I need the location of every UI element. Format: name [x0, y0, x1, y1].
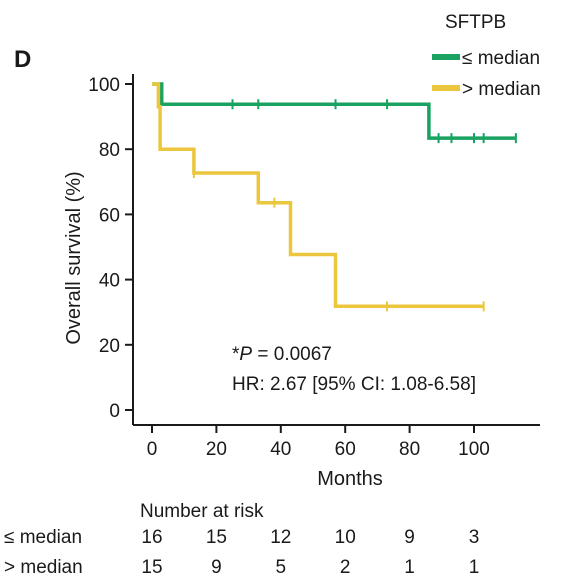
risk-count: 9	[404, 527, 415, 548]
y-ticks: 0 20 40 60 80 100	[88, 75, 133, 422]
risk-row-label-le-median: ≤ median	[4, 527, 82, 548]
y-tick-label: 0	[109, 401, 120, 422]
p-value-annotation: *P = 0.0067	[232, 344, 332, 365]
risk-table: Number at risk ≤ median > median 16 15 12 1…	[4, 501, 479, 578]
risk-count: 1	[404, 557, 415, 578]
risk-counts: 16 15 12 10 9 3 15 9 5 2 1 1	[141, 527, 479, 578]
risk-count: 2	[340, 557, 351, 578]
x-tick-label: 100	[458, 439, 490, 460]
series-gt-median	[152, 82, 485, 312]
risk-count: 5	[276, 557, 287, 578]
p-value-text: = 0.0067	[252, 344, 332, 365]
p-star: *	[232, 344, 240, 365]
legend-label-gt-median: > median	[462, 79, 541, 100]
risk-count: 10	[335, 527, 356, 548]
risk-count: 15	[141, 557, 162, 578]
x-tick-label: 80	[399, 439, 420, 460]
risk-row-label-gt-median: > median	[4, 557, 83, 578]
x-tick-label: 20	[206, 439, 227, 460]
risk-count: 16	[141, 527, 162, 548]
risk-table-title: Number at risk	[140, 501, 264, 522]
x-axis-title: Months	[317, 468, 383, 490]
survival-curves	[152, 82, 517, 312]
risk-count: 1	[469, 557, 480, 578]
x-tick-label: 40	[270, 439, 291, 460]
y-tick-label: 60	[99, 205, 120, 226]
legend-title: SFTPB	[445, 12, 506, 33]
panel-label: D	[14, 46, 31, 73]
y-tick-label: 40	[99, 271, 120, 292]
x-tick-label: 60	[335, 439, 356, 460]
legend: SFTPB ≤ median > median	[432, 12, 541, 100]
risk-count: 15	[206, 527, 227, 548]
legend-label-le-median: ≤ median	[462, 48, 540, 69]
y-tick-label: 20	[99, 336, 120, 357]
p-symbol: P	[239, 344, 252, 365]
risk-count: 3	[469, 527, 480, 548]
y-tick-label: 80	[99, 140, 120, 161]
axes: 0 20 40 60 80 100 0 20 40 60 80 100	[88, 74, 540, 460]
y-axis-title: Overall survival (%)	[63, 171, 85, 344]
y-tick-label: 100	[88, 75, 120, 96]
x-tick-label: 0	[147, 439, 158, 460]
risk-count: 9	[211, 557, 222, 578]
x-ticks: 0 20 40 60 80 100	[147, 425, 490, 460]
risk-count: 12	[270, 527, 291, 548]
survival-curve-line	[152, 82, 484, 309]
hr-annotation: HR: 2.67 [95% CI: 1.08-6.58]	[232, 374, 476, 395]
